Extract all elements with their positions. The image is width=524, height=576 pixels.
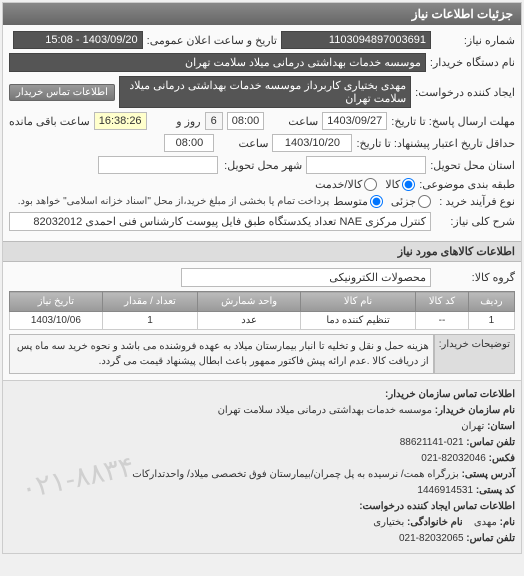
requester-value: مهدی بختیاری کاربرداز موسسه خدمات بهداشت… — [119, 76, 411, 108]
contact-section-title: اطلاعات تماس سازمان خریدار: — [385, 389, 515, 400]
radio-khadmat[interactable]: کالا/خدمت — [315, 178, 377, 191]
type-radio-group: جزئی متوسط — [333, 195, 431, 208]
send-deadline-label: مهلت ارسال پاسخ: تا تاریخ: — [391, 115, 515, 128]
goods-group-label: گروه کالا: — [435, 271, 515, 284]
days-label: روز و — [151, 115, 201, 128]
city-value — [98, 156, 218, 174]
radio-kala[interactable]: کالا — [385, 178, 415, 191]
contact-fax-label: فکس: — [489, 453, 515, 464]
contact-org-value: موسسه خدمات بهداشتی درمانی میلاد سلامت ت… — [218, 405, 432, 416]
contact-phone-value: 021-88621141 — [400, 437, 464, 448]
buyer-org-label: نام دستگاه خریدار: — [430, 56, 515, 69]
radio-mid[interactable]: متوسط — [333, 195, 383, 208]
public-date-value: 1403/09/20 - 15:08 — [13, 31, 143, 49]
radio-low-input[interactable] — [418, 195, 431, 208]
send-date-value: 1403/09/27 — [322, 112, 387, 130]
payment-note: پرداخت تمام یا بخشی از مبلغ خرید،از محل … — [18, 196, 330, 207]
req-family-label: نام خانوادگی: — [407, 517, 463, 528]
panel-title: جزئیات اطلاعات نیاز — [3, 3, 521, 25]
number-value: 1103094897003691 — [281, 31, 431, 49]
contact-province-label: استان: — [487, 421, 515, 432]
cell-unit: عدد — [198, 312, 301, 330]
table-row[interactable]: 1 -- تنظیم کننده دما عدد 1 1403/10/06 — [10, 312, 515, 330]
col-qty: تعداد / مقدار — [102, 292, 197, 312]
radio-mid-input[interactable] — [370, 195, 383, 208]
public-date-label: تاریخ و ساعت اعلان عمومی: — [147, 34, 277, 47]
col-unit: واحد شمارش — [198, 292, 301, 312]
days-value: 6 — [205, 112, 223, 130]
req-name-value: مهدی — [474, 517, 497, 528]
cell-qty: 1 — [102, 312, 197, 330]
req-phone-value: 82032065-021 — [399, 533, 464, 544]
req-phone-label: تلفن تماس: — [466, 533, 515, 544]
province-label: استان محل تحویل: — [430, 159, 515, 172]
contact-post-value: 1446914531 — [417, 485, 473, 496]
send-time-value: 08:00 — [227, 112, 265, 130]
buyer-desc-text: هزینه حمل و نقل و تخلیه تا انبار بیمارست… — [9, 334, 434, 374]
cell-date: 1403/10/06 — [10, 312, 103, 330]
goods-group-value: محصولات الکترونیکی — [181, 268, 431, 287]
goods-table: ردیف کد کالا نام کالا واحد شمارش تعداد /… — [9, 291, 515, 330]
need-title-label: شرح کلی نیاز: — [435, 215, 515, 228]
number-label: شماره نیاز: — [435, 34, 515, 47]
buyer-desc-label: توضیحات خریدار: — [434, 334, 515, 374]
contact-addr-value: بزرگراه همت/ نرسیده به پل چمران/بیمارستا… — [132, 469, 459, 480]
contact-phone-label: تلفن تماس: — [466, 437, 515, 448]
col-name: نام کالا — [301, 292, 416, 312]
radio-low[interactable]: جزئی — [391, 195, 431, 208]
valid-time-value: 08:00 — [164, 134, 214, 152]
province-value — [306, 156, 426, 174]
need-title-value: کنترل مرکزی NAE تعداد یکدستگاه طبق فایل … — [9, 212, 431, 231]
category-radio-group: کالا کالا/خدمت — [315, 178, 415, 191]
col-date: تاریخ نیاز — [10, 292, 103, 312]
req-family-value: بختیاری — [373, 517, 404, 528]
cell-name: تنظیم کننده دما — [301, 312, 416, 330]
radio-khadmat-input[interactable] — [364, 178, 377, 191]
city-label: شهر محل تحویل: — [222, 159, 302, 172]
contact-buyer-button[interactable]: اطلاعات تماس خریدار — [9, 84, 115, 101]
goods-section-title: اطلاعات کالاهای مورد نیاز — [3, 241, 521, 262]
contact-province-value: تهران — [461, 421, 484, 432]
contact-org-label: نام سازمان خریدار: — [435, 405, 515, 416]
buyer-org-value: موسسه خدمات بهداشتی درمانی میلاد سلامت ت… — [9, 53, 426, 72]
group-label: طبقه بندی موضوعی: — [419, 178, 515, 191]
valid-time-label: ساعت — [218, 137, 268, 150]
send-time-label: ساعت — [268, 115, 318, 128]
remain-label: ساعت باقی مانده — [9, 115, 90, 128]
remain-value: 16:38:26 — [94, 112, 147, 130]
requester-label: ایجاد کننده درخواست: — [415, 86, 515, 99]
col-code: کد کالا — [416, 292, 469, 312]
req-name-label: نام: — [500, 517, 515, 528]
req-section-title: اطلاعات تماس ایجاد کننده درخواست: — [359, 501, 515, 512]
contact-post-label: کد پستی: — [476, 485, 515, 496]
valid-date-value: 1403/10/20 — [272, 134, 352, 152]
col-idx: ردیف — [468, 292, 514, 312]
cell-code: -- — [416, 312, 469, 330]
contact-fax-value: 82032046-021 — [421, 453, 486, 464]
valid-deadline-label: حداقل تاریخ اعتبار پیشنهاد: تا تاریخ: — [356, 137, 515, 150]
type-label: نوع فرآیند خرید : — [435, 195, 515, 208]
cell-idx: 1 — [468, 312, 514, 330]
contact-addr-label: آدرس پستی: — [462, 469, 515, 480]
radio-kala-input[interactable] — [402, 178, 415, 191]
